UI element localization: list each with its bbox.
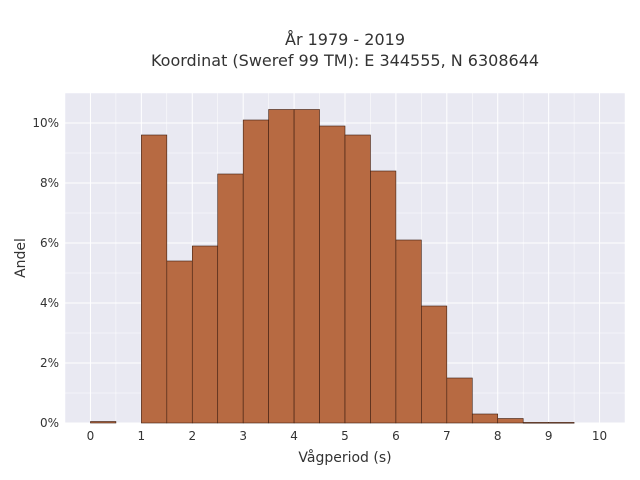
histogram-bar bbox=[421, 305, 448, 424]
y-tick-label: 4% bbox=[40, 296, 59, 310]
x-tick-label: 8 bbox=[494, 429, 502, 443]
histogram-bar bbox=[344, 134, 371, 424]
y-tick-label: 6% bbox=[40, 236, 59, 250]
histogram-bar bbox=[548, 422, 575, 424]
y-axis-label: Andel bbox=[13, 238, 29, 278]
histogram-bar bbox=[497, 418, 524, 424]
chart-title-line-1: År 1979 - 2019 bbox=[285, 30, 405, 49]
y-tick-label: 2% bbox=[40, 356, 59, 370]
histogram-bar bbox=[141, 134, 168, 424]
histogram-bars bbox=[90, 109, 575, 424]
x-tick-label: 9 bbox=[545, 429, 553, 443]
x-tick-label: 10 bbox=[592, 429, 607, 443]
histogram-bar bbox=[293, 109, 320, 424]
x-axis-label: Vågperiod (s) bbox=[298, 449, 391, 466]
histogram-bar bbox=[471, 413, 499, 424]
x-tick-label: 3 bbox=[239, 429, 247, 443]
x-axis-ticks: 0 1 2 3 4 5 6 7 8 9 10 bbox=[87, 429, 608, 443]
y-axis-ticks: 0% 2% 4% 6% 8% 10% bbox=[32, 116, 59, 430]
histogram-bar bbox=[395, 239, 422, 424]
histogram-bar bbox=[370, 170, 397, 424]
histogram-bar bbox=[319, 125, 346, 424]
y-tick-label: 10% bbox=[32, 116, 59, 130]
histogram-bar bbox=[166, 260, 193, 424]
histogram-bar bbox=[268, 109, 295, 424]
histogram-bar bbox=[242, 119, 269, 424]
x-tick-label: 5 bbox=[341, 429, 349, 443]
x-tick-label: 7 bbox=[443, 429, 451, 443]
x-tick-label: 1 bbox=[138, 429, 146, 443]
y-tick-label: 0% bbox=[40, 416, 59, 430]
x-tick-label: 0 bbox=[87, 429, 95, 443]
x-tick-label: 6 bbox=[392, 429, 400, 443]
x-tick-label: 2 bbox=[188, 429, 196, 443]
histogram-bar bbox=[191, 245, 219, 424]
histogram-bar bbox=[446, 377, 473, 424]
histogram-bar bbox=[90, 421, 117, 424]
y-tick-label: 8% bbox=[40, 176, 59, 190]
chart-title-line-2: Koordinat (Sweref 99 TM): E 344555, N 63… bbox=[151, 51, 539, 70]
histogram-bar bbox=[522, 422, 549, 424]
x-tick-label: 4 bbox=[290, 429, 298, 443]
histogram-bar bbox=[217, 173, 244, 424]
